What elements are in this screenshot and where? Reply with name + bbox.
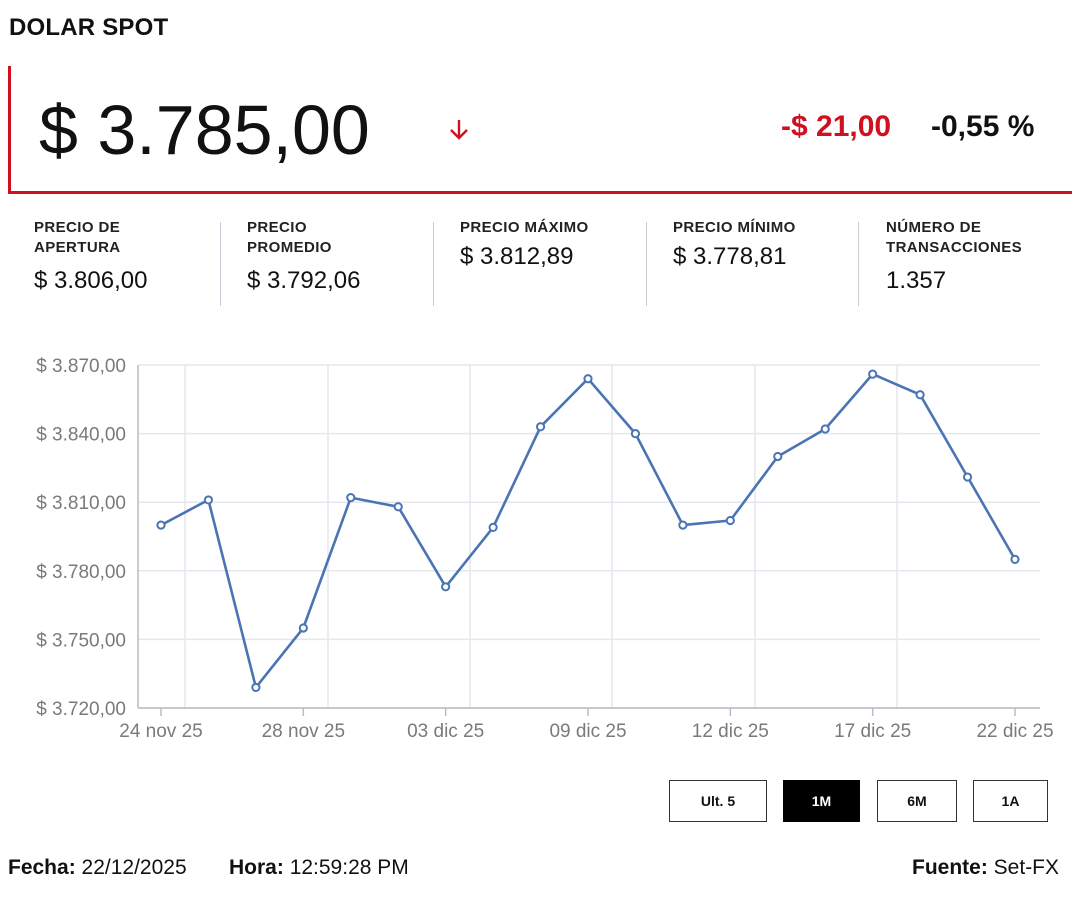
- stat-label: NÚMERO DE TRANSACCIONES: [886, 219, 1023, 256]
- price-change-percent: -0,55 %: [931, 110, 1035, 143]
- y-tick-label: $ 3.780,00: [36, 562, 126, 583]
- data-point: [535, 422, 546, 432]
- data-point: [298, 623, 308, 633]
- price-chart: $ 3.720,00 $ 3.750,00 $ 3.780,00 $ 3.810,00…: [0, 330, 1080, 750]
- stat-divider: [646, 222, 647, 306]
- plot-area: [138, 365, 1040, 708]
- x-tick-label: 09 dic 25: [549, 721, 626, 742]
- y-tick-label: $ 3.870,00: [36, 356, 126, 377]
- page-title: DOLAR SPOT: [9, 14, 169, 41]
- range-button-6m[interactable]: 6M: [877, 780, 957, 822]
- source-label: Fuente:: [912, 856, 988, 879]
- time-value: 12:59:28 PM: [289, 856, 409, 879]
- x-tick-label: 24 nov 25: [119, 721, 202, 742]
- data-point: [156, 520, 166, 530]
- range-button-1a[interactable]: 1A: [973, 780, 1048, 822]
- x-tick-label: 12 dic 25: [692, 721, 769, 742]
- stats-row: PRECIO DE APERTURA $ 3.806,00 PRECIO PRO…: [20, 218, 1080, 310]
- y-tick-label: $ 3.720,00: [36, 699, 126, 720]
- data-point: [915, 390, 925, 400]
- stat-divider: [220, 222, 221, 306]
- x-tick-label: 17 dic 25: [834, 721, 911, 742]
- data-point: [1010, 554, 1020, 564]
- footer-date: Fecha: 22/12/2025: [8, 856, 187, 880]
- stat-value: $ 3.812,89: [460, 243, 574, 270]
- data-point: [251, 682, 261, 693]
- arrow-down-icon: [450, 120, 468, 140]
- footer-time: Hora: 12:59:28 PM: [229, 856, 409, 880]
- y-tick-label: $ 3.750,00: [36, 630, 126, 651]
- data-point: [773, 451, 783, 462]
- range-button-1m[interactable]: 1M: [783, 780, 860, 822]
- stat-opening-price: PRECIO DE APERTURA $ 3.806,00: [34, 218, 234, 306]
- stat-label: PRECIO PROMEDIO: [247, 219, 332, 256]
- x-tick-label: 22 dic 25: [976, 721, 1053, 742]
- data-point: [630, 429, 641, 439]
- price-summary: $ 3.785,00 -$ 21,00 -0,55 %: [8, 66, 1072, 194]
- data-point: [393, 502, 403, 512]
- data-point: [868, 369, 878, 379]
- x-tick-label: 03 dic 25: [407, 721, 484, 742]
- stat-divider: [858, 222, 859, 306]
- data-point: [583, 374, 593, 384]
- data-point: [441, 582, 451, 592]
- y-tick-label: $ 3.840,00: [36, 425, 126, 446]
- data-point: [678, 520, 688, 530]
- price-line-chart: $ 3.720,00 $ 3.750,00 $ 3.780,00 $ 3.810,00…: [36, 356, 1053, 742]
- y-tick-label: $ 3.810,00: [36, 493, 126, 514]
- data-point: [725, 515, 735, 526]
- stat-value: $ 3.792,06: [247, 267, 361, 294]
- stat-average-price: PRECIO PROMEDIO $ 3.792,06: [247, 218, 447, 306]
- stat-divider: [433, 222, 434, 306]
- current-price: $ 3.785,00: [39, 91, 370, 169]
- stat-min-price: PRECIO MÍNIMO $ 3.778,81: [673, 218, 873, 306]
- data-point: [346, 493, 356, 503]
- time-label: Hora:: [229, 856, 284, 879]
- stat-label: PRECIO MÁXIMO: [460, 219, 589, 236]
- footer-source: Fuente: Set-FX: [912, 856, 1059, 880]
- source-value: Set-FX: [993, 856, 1060, 879]
- stat-max-price: PRECIO MÁXIMO $ 3.812,89: [460, 218, 660, 306]
- stat-value: $ 3.778,81: [673, 243, 787, 270]
- stat-label: PRECIO DE APERTURA: [34, 219, 121, 256]
- range-button-last5[interactable]: Ult. 5: [669, 780, 767, 822]
- data-point: [203, 495, 214, 505]
- data-point: [962, 472, 973, 482]
- stat-value: $ 3.806,00: [34, 267, 148, 294]
- x-tick-label: 28 nov 25: [262, 721, 345, 742]
- stat-label: PRECIO MÍNIMO: [673, 219, 796, 236]
- date-value: 22/12/2025: [81, 856, 187, 879]
- data-point: [820, 424, 830, 434]
- date-label: Fecha:: [8, 856, 76, 879]
- stat-transactions: NÚMERO DE TRANSACCIONES 1.357: [886, 218, 1080, 306]
- stat-value: 1.357: [886, 267, 947, 294]
- price-change-absolute: -$ 21,00: [781, 110, 892, 143]
- data-point: [488, 522, 498, 532]
